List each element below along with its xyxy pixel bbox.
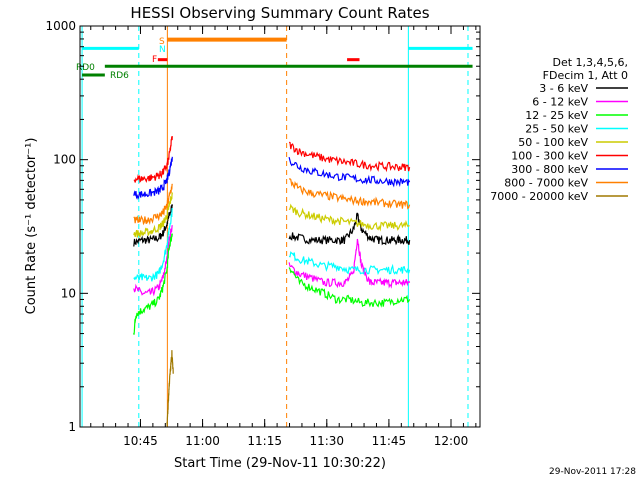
flag-label: F (152, 55, 157, 65)
x-axis-label: Start Time (29-Nov-11 10:30:22) (174, 456, 386, 471)
series-line (133, 204, 173, 247)
series-line (166, 350, 174, 427)
series-line (133, 192, 173, 238)
footer-timestamp: 29-Nov-2011 17:28 (549, 467, 636, 477)
y-axis-label: Count Rate (s⁻¹ detector⁻¹) (24, 138, 39, 315)
flag-label: N (159, 45, 166, 55)
series-line (288, 156, 411, 188)
legend-header: Det 1,3,4,5,6, (552, 56, 628, 69)
series-line (288, 267, 411, 308)
series-line (133, 183, 173, 226)
series-line (288, 178, 411, 210)
series-line (288, 212, 411, 246)
y-tick-label: 1000 (45, 19, 76, 33)
legend-entry-label: 800 - 7000 keV (504, 177, 588, 190)
legend-entry-label: 300 - 800 keV (511, 163, 588, 176)
plot-frame (79, 25, 481, 428)
x-tick-label: 12:00 (434, 434, 469, 448)
series-line (288, 251, 411, 276)
legend-header: FDecim 1, Att 0 (543, 69, 628, 82)
chart-title: HESSI Observing Summary Count Rates (130, 4, 429, 22)
x-tick-label: 11:30 (309, 434, 344, 448)
x-tick-label: 11:15 (247, 434, 282, 448)
series-line (288, 238, 411, 289)
legend-entry-label: 3 - 6 keV (539, 82, 588, 95)
legend-entry-label: 25 - 50 keV (525, 123, 588, 136)
x-tick-label: 10:45 (123, 434, 158, 448)
legend-entry-label: 50 - 100 keV (518, 136, 588, 149)
legend-entry-label: 12 - 25 keV (525, 109, 588, 122)
flag-label: RD6 (110, 71, 129, 81)
legend-entry-label: 6 - 12 keV (532, 96, 588, 109)
x-tick-label: 11:45 (372, 434, 407, 448)
series-line (133, 136, 173, 184)
series-line (288, 203, 410, 232)
flag-label: S (159, 37, 165, 47)
series-line (133, 233, 173, 335)
series-line (133, 208, 173, 282)
legend-entry-label: 100 - 300 keV (511, 150, 588, 163)
flag-label: RD0 (76, 63, 95, 73)
y-tick-label: 10 (61, 286, 76, 300)
series-line (289, 141, 411, 173)
series-line (133, 225, 173, 297)
legend-entry-label: 7000 - 20000 keV (490, 190, 588, 203)
x-tick-label: 11:00 (185, 434, 220, 448)
y-tick-label: 1 (68, 420, 76, 434)
series-line (133, 156, 173, 200)
y-tick-label: 100 (53, 153, 76, 167)
